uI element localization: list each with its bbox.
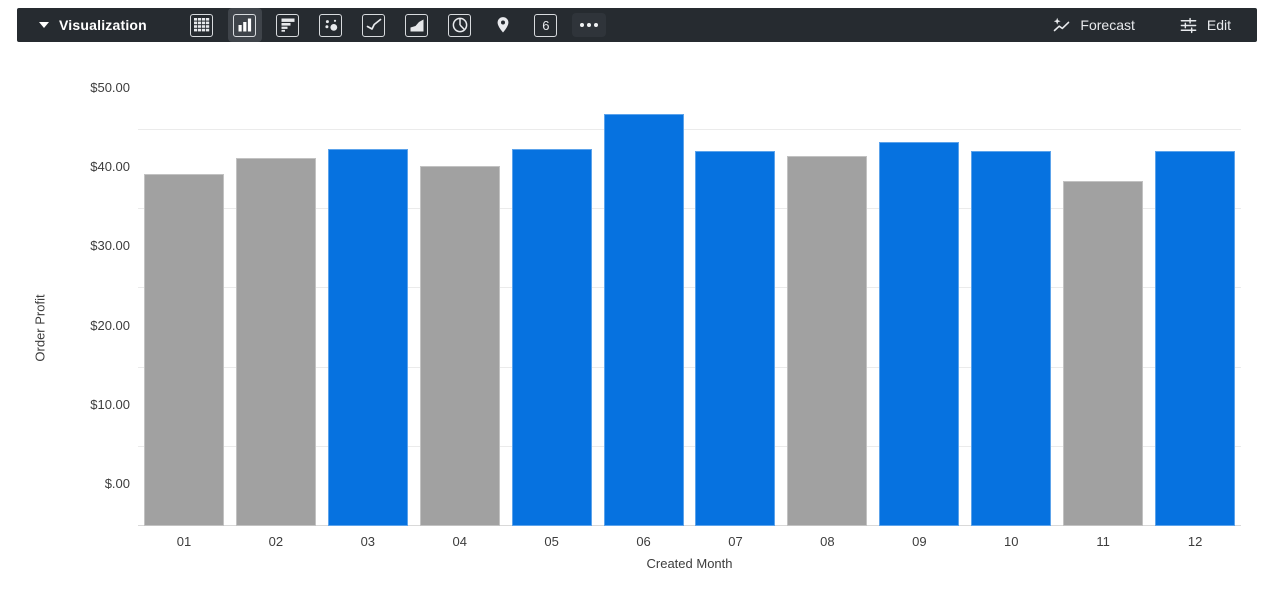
- x-tick-label: 08: [820, 534, 835, 549]
- viz-type-switcher: 6: [185, 8, 606, 42]
- bar-month-05[interactable]: [511, 149, 592, 526]
- line-chart-icon: [362, 13, 386, 37]
- y-tick-label: $50.00: [90, 80, 130, 95]
- bar-slot: [230, 106, 322, 526]
- bar-slot: [1149, 106, 1241, 526]
- bar-month-10[interactable]: [971, 151, 1052, 526]
- x-tick-label: 11: [1096, 534, 1110, 549]
- viz-type-pie-button[interactable]: [443, 8, 477, 42]
- caret-down-icon: [39, 22, 49, 28]
- bar-month-08[interactable]: [787, 156, 868, 526]
- gridline: [138, 129, 1241, 130]
- bar-month-12[interactable]: [1155, 151, 1236, 526]
- scatter-plot-icon: [319, 13, 343, 37]
- bar-slot: [781, 106, 873, 526]
- x-tick-label: 12: [1187, 534, 1203, 549]
- pie-chart-icon: [448, 13, 472, 37]
- gridline: [138, 366, 1241, 368]
- bar-month-01[interactable]: [143, 173, 224, 526]
- bar-slot: [690, 106, 782, 526]
- forecast-sparkle-icon: [1054, 17, 1070, 31]
- table-icon: [190, 13, 214, 37]
- viz-type-more-button[interactable]: [571, 8, 606, 42]
- x-axis-title: Created Month: [646, 556, 733, 571]
- single-value-glyph: 6: [542, 17, 550, 33]
- toolbar-actions: Forecast Edit: [1052, 16, 1231, 35]
- bar-month-06[interactable]: [603, 114, 684, 526]
- x-tick-label: 05: [544, 534, 559, 549]
- bar-chart-icon: [276, 13, 300, 37]
- map-pin-icon: [497, 17, 509, 33]
- x-tick-label: 01: [176, 534, 192, 549]
- gridline: [138, 445, 1241, 447]
- edit-button[interactable]: Edit: [1179, 16, 1231, 35]
- viz-type-table-button[interactable]: [185, 8, 219, 42]
- x-axis-tick-labels: 01 02 03 04 05 06 07 08 09 10 11 12: [138, 534, 1241, 549]
- bar-slot: [1057, 106, 1149, 526]
- viz-type-line-button[interactable]: [357, 8, 391, 42]
- gridline: [138, 208, 1241, 210]
- y-tick-label: $20.00: [90, 317, 130, 333]
- bar-month-11[interactable]: [1063, 180, 1144, 526]
- edit-label: Edit: [1206, 17, 1231, 33]
- viz-type-map-button[interactable]: [486, 8, 520, 42]
- bar-month-09[interactable]: [879, 141, 960, 526]
- bar-month-07[interactable]: [695, 151, 776, 526]
- y-tick-label: $30.00: [90, 238, 130, 254]
- forecast-label: Forecast: [1080, 17, 1135, 33]
- x-tick-label: 09: [912, 534, 927, 549]
- bar-month-03[interactable]: [327, 149, 408, 526]
- viz-type-scatter-button[interactable]: [314, 8, 348, 42]
- bar-month-04[interactable]: [419, 165, 500, 526]
- x-tick-label: 04: [452, 534, 467, 549]
- bar-slot: [873, 106, 965, 526]
- forecast-button[interactable]: Forecast: [1052, 16, 1135, 35]
- bar-slot: [506, 106, 598, 526]
- viz-type-column-button[interactable]: [227, 8, 262, 42]
- viz-type-area-button[interactable]: [400, 8, 434, 42]
- gridline: [138, 287, 1241, 289]
- viz-type-single-value-button[interactable]: 6: [529, 8, 563, 42]
- tune-sliders-icon: [1180, 17, 1197, 33]
- bar-slot: [598, 106, 690, 526]
- area-chart-icon: [405, 13, 429, 37]
- viz-type-bar-button[interactable]: [271, 8, 305, 42]
- x-tick-label: 07: [728, 534, 743, 549]
- visualization-collapse-toggle[interactable]: Visualization: [39, 17, 147, 33]
- y-tick-label: $40.00: [90, 159, 130, 175]
- y-tick-label: $.00: [104, 476, 130, 491]
- plot-area: [138, 106, 1241, 526]
- bars-container: [138, 106, 1241, 526]
- bar-slot: [138, 106, 230, 526]
- y-tick-label: $10.00: [90, 396, 130, 412]
- bar-slot: [414, 106, 506, 526]
- y-axis-tick-labels: $.00 $10.00 $20.00 $30.00 $40.00 $50.00: [0, 42, 130, 602]
- single-value-icon: 6: [534, 13, 558, 37]
- x-tick-label: 10: [1004, 534, 1019, 549]
- gridline: [138, 525, 1241, 526]
- x-tick-label: 06: [636, 534, 651, 549]
- toolbar-title: Visualization: [59, 17, 147, 33]
- visualization-toolbar: Visualization: [17, 8, 1257, 42]
- column-chart-icon: [233, 13, 257, 37]
- ellipsis-icon: [571, 13, 606, 37]
- bar-month-02[interactable]: [235, 157, 316, 526]
- bar-slot: [965, 106, 1057, 526]
- x-tick-label: 03: [360, 534, 376, 549]
- column-chart: Order Profit $.00 $10.00 $20.00 $30.00 $40.0…: [0, 42, 1272, 571]
- x-tick-label: 02: [268, 534, 284, 549]
- bar-slot: [322, 106, 414, 526]
